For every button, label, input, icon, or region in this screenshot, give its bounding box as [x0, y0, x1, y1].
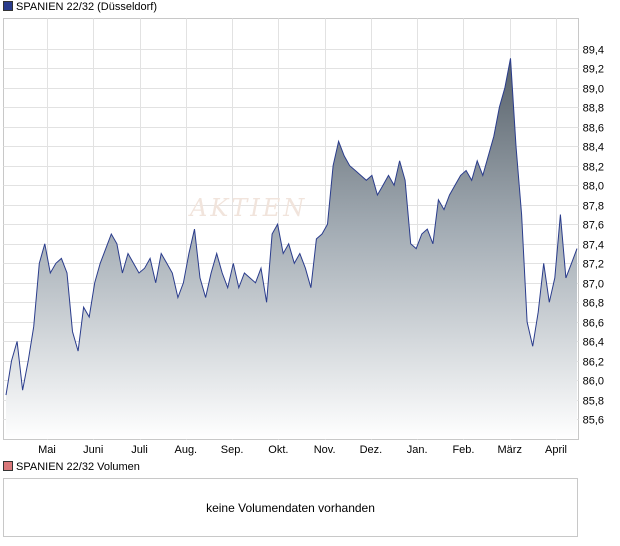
y-tick-label: 89,2 — [583, 64, 604, 76]
y-tick-label: 88,2 — [583, 162, 604, 174]
y-tick-label: 88,6 — [583, 123, 604, 135]
price-legend: SPANIEN 22/32 (Düsseldorf) — [3, 1, 157, 13]
x-tick-label: März — [498, 444, 522, 456]
volume-legend-label: SPANIEN 22/32 Volumen — [16, 461, 140, 473]
y-tick-label: 89,0 — [583, 84, 604, 96]
y-tick-label: 88,8 — [583, 103, 604, 115]
y-tick-label: 86,6 — [583, 318, 604, 330]
x-axis-ticks: Mai Juni Juli Aug. Sep. Okt. Nov. Dez. Jan. Feb. M… — [38, 444, 567, 456]
x-tick-label: Juni — [83, 444, 103, 456]
volume-legend-swatch — [3, 461, 13, 471]
x-tick-label: Dez. — [360, 444, 383, 456]
volume-panel: keine Volumendaten vorhanden — [3, 478, 578, 537]
y-tick-label: 85,6 — [583, 415, 604, 427]
y-tick-label: 87,8 — [583, 201, 604, 213]
y-tick-label: 86,0 — [583, 376, 604, 388]
volume-empty-message: keine Volumendaten vorhanden — [206, 501, 375, 515]
x-tick-label: Mai — [38, 444, 56, 456]
x-tick-label: Sep. — [221, 444, 244, 456]
y-tick-label: 86,2 — [583, 357, 604, 369]
volume-legend: SPANIEN 22/32 Volumen — [3, 461, 140, 473]
y-tick-label: 87,6 — [583, 220, 604, 232]
price-chart: AKTIEN 85,685,886,086,286,486,686,887,08… — [3, 18, 604, 456]
y-tick-label: 89,4 — [583, 45, 604, 57]
y-tick-label: 87,4 — [583, 240, 604, 252]
price-area — [6, 58, 577, 440]
x-tick-label: Okt. — [268, 444, 288, 456]
y-tick-label: 88,0 — [583, 181, 604, 193]
y-tick-label: 86,8 — [583, 298, 604, 310]
x-tick-label: Feb. — [452, 444, 474, 456]
y-tick-label: 87,2 — [583, 259, 604, 271]
watermark: AKTIEN — [188, 194, 307, 222]
x-tick-label: Jan. — [407, 444, 428, 456]
x-tick-label: Aug. — [174, 444, 197, 456]
price-legend-label: SPANIEN 22/32 (Düsseldorf) — [16, 1, 158, 13]
y-tick-label: 85,8 — [583, 396, 604, 408]
x-tick-label: Juli — [131, 444, 148, 456]
y-tick-label: 88,4 — [583, 142, 604, 154]
x-tick-label: April — [545, 444, 567, 456]
price-legend-swatch — [3, 1, 13, 11]
price-line — [5, 58, 578, 396]
y-tick-label: 87,0 — [583, 279, 604, 291]
x-tick-label: Nov. — [314, 444, 336, 456]
y-axis-ticks: 85,6 85,8 86,0 86,2 86,4 86,6 86,8 87,0 87,2 87,4… — [583, 45, 604, 427]
y-tick-label: 86,4 — [583, 337, 604, 349]
